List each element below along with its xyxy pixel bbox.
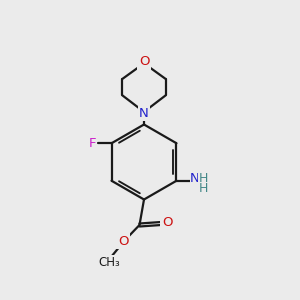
Text: F: F xyxy=(88,137,96,150)
Text: H: H xyxy=(199,172,208,185)
Text: H: H xyxy=(199,182,208,195)
Text: O: O xyxy=(139,55,149,68)
Text: O: O xyxy=(162,216,172,230)
Text: N: N xyxy=(139,107,149,120)
Text: N: N xyxy=(190,172,200,185)
Text: CH₃: CH₃ xyxy=(99,256,120,269)
Text: O: O xyxy=(118,235,128,248)
